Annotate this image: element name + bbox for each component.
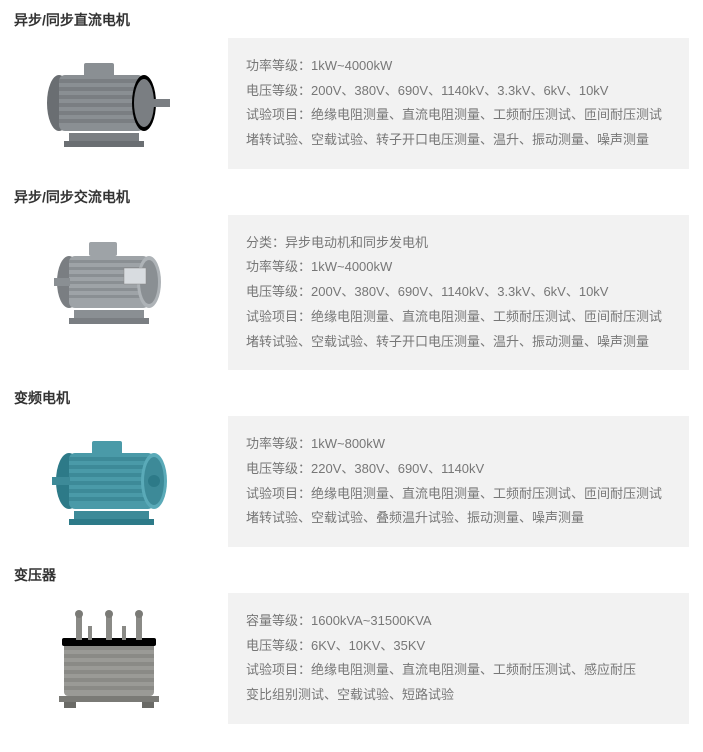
product-section: 变压器 bbox=[14, 565, 689, 724]
spec-line: 试验项目：绝缘电阻测量、直流电阻测量、工频耐压测试、匝间耐压测试 bbox=[246, 103, 671, 128]
spec-line: 电压等级：220V、380V、690V、1140kV bbox=[246, 457, 671, 482]
product-title: 变压器 bbox=[14, 565, 689, 585]
product-image bbox=[14, 38, 204, 168]
product-section: 异步/同步交流电机 分类：异步电动机和同步发电机 bbox=[14, 187, 689, 370]
spec-line: 电压等级：200V、380V、690V、1140kV、3.3kV、6kV、10k… bbox=[246, 280, 671, 305]
product-row: 功率等级：1kW~800kW 电压等级：220V、380V、690V、1140k… bbox=[14, 416, 689, 547]
spec-line: 功率等级：1kW~800kW bbox=[246, 432, 671, 457]
spec-line: 功率等级：1kW~4000kW bbox=[246, 54, 671, 79]
spec-line: 功率等级：1kW~4000kW bbox=[246, 255, 671, 280]
product-image bbox=[14, 416, 204, 546]
product-title: 异步/同步直流电机 bbox=[14, 10, 689, 30]
product-title: 异步/同步交流电机 bbox=[14, 187, 689, 207]
spec-line: 分类：异步电动机和同步发电机 bbox=[246, 231, 671, 256]
spec-line: 试验项目：绝缘电阻测量、直流电阻测量、工频耐压测试、感应耐压 bbox=[246, 658, 671, 683]
spec-box: 功率等级：1kW~800kW 电压等级：220V、380V、690V、1140k… bbox=[228, 416, 689, 547]
product-section: 异步/同步直流电机 功率等级：1kW~4000kW 电压等级 bbox=[14, 10, 689, 169]
spec-line: 堵转试验、空载试验、叠频温升试验、振动测量、噪声测量 bbox=[246, 506, 671, 531]
product-image bbox=[14, 593, 204, 723]
spec-line: 容量等级：1600kVA~31500KVA bbox=[246, 609, 671, 634]
product-title: 变频电机 bbox=[14, 388, 689, 408]
spec-line: 变比组别测试、空载试验、短路试验 bbox=[246, 683, 671, 708]
spec-line: 试验项目：绝缘电阻测量、直流电阻测量、工频耐压测试、匝间耐压测试 bbox=[246, 482, 671, 507]
spec-line: 电压等级：6KV、10KV、35KV bbox=[246, 634, 671, 659]
product-row: 容量等级：1600kVA~31500KVA 电压等级：6KV、10KV、35KV… bbox=[14, 593, 689, 724]
product-image bbox=[14, 215, 204, 345]
product-row: 功率等级：1kW~4000kW 电压等级：200V、380V、690V、1140… bbox=[14, 38, 689, 169]
spec-line: 堵转试验、空载试验、转子开口电压测量、温升、振动测量、噪声测量 bbox=[246, 128, 671, 153]
spec-box: 分类：异步电动机和同步发电机 功率等级：1kW~4000kW 电压等级：200V… bbox=[228, 215, 689, 370]
spec-line: 试验项目：绝缘电阻测量、直流电阻测量、工频耐压测试、匝间耐压测试 bbox=[246, 305, 671, 330]
spec-box: 容量等级：1600kVA~31500KVA 电压等级：6KV、10KV、35KV… bbox=[228, 593, 689, 724]
spec-line: 电压等级：200V、380V、690V、1140kV、3.3kV、6kV、10k… bbox=[246, 79, 671, 104]
spec-box: 功率等级：1kW~4000kW 电压等级：200V、380V、690V、1140… bbox=[228, 38, 689, 169]
product-row: 分类：异步电动机和同步发电机 功率等级：1kW~4000kW 电压等级：200V… bbox=[14, 215, 689, 370]
spec-line: 堵转试验、空载试验、转子开口电压测量、温升、振动测量、噪声测量 bbox=[246, 330, 671, 355]
product-section: 变频电机 功率等级：1kW~800kW 电 bbox=[14, 388, 689, 547]
